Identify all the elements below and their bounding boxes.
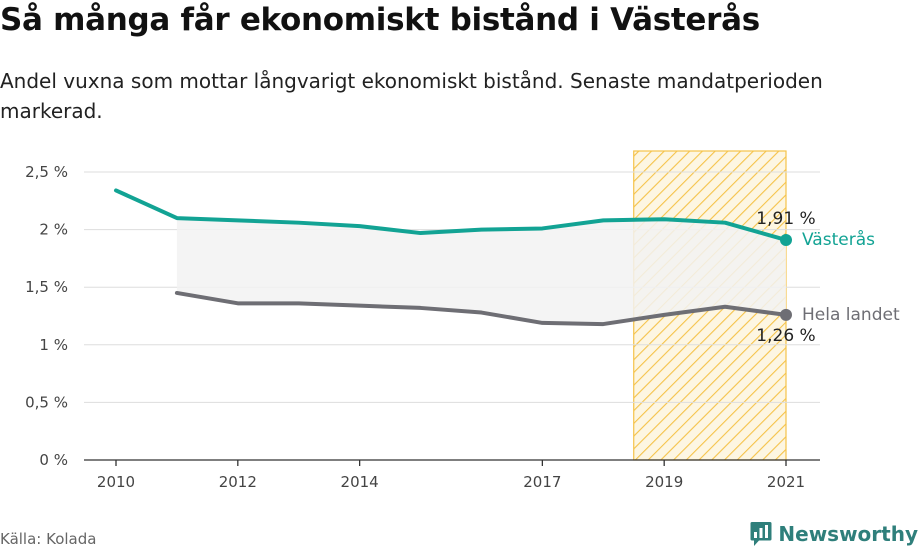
- y-axis-ticks: 0 % 0,5 % 1 % 1,5 % 2 % 2,5 %: [25, 163, 68, 469]
- value-label-hela-landet: 1,26 %: [756, 326, 815, 346]
- series-name-hela-landet: Hela landet: [802, 305, 900, 325]
- x-tick-label: 2017: [523, 473, 561, 491]
- brand-logo[interactable]: Newsworthy: [750, 519, 918, 549]
- x-axis-ticks: 2010 2012 2014 2017 2019 2021: [97, 460, 805, 491]
- y-tick-label: 2 %: [39, 221, 68, 239]
- chart-title: Så många får ekonomiskt bistånd i Väster…: [0, 2, 760, 38]
- chart-subtitle: Andel vuxna som mottar långvarigt ekonom…: [0, 69, 823, 123]
- y-tick-label: 1 %: [39, 336, 68, 354]
- x-tick-label: 2010: [97, 473, 135, 491]
- brand-name: Newsworthy: [778, 522, 918, 546]
- y-tick-label: 2,5 %: [25, 163, 68, 181]
- series-lines: [114, 188, 792, 327]
- series-endpoint-vasteras: [780, 233, 792, 246]
- series-endpoint-hela-landet: [780, 308, 792, 321]
- source-note: Källa: Kolada: [0, 530, 97, 548]
- gap-area: [176, 218, 787, 325]
- series-line-hela-landet: [174, 290, 788, 327]
- y-tick-label: 0 %: [39, 451, 68, 469]
- series-name-vasteras: Västerås: [802, 229, 875, 250]
- x-tick-label: 2012: [219, 473, 257, 491]
- y-tick-label: 0,5 %: [25, 393, 68, 411]
- gap-area-fill: [176, 218, 787, 325]
- x-tick-label: 2019: [645, 473, 683, 491]
- line-chart: 0 %0,5 %1 %1,5 %2 %2,5 % 2010 2012 2014 201…: [25, 150, 900, 491]
- newsworthy-logo-icon: [750, 522, 772, 546]
- y-tick-label: 1,5 %: [25, 278, 68, 296]
- value-label-vasteras: 1,91 %: [756, 209, 815, 229]
- series-line-vasteras: [114, 188, 788, 242]
- x-tick-label: 2021: [767, 473, 805, 491]
- x-tick-label: 2014: [341, 473, 379, 491]
